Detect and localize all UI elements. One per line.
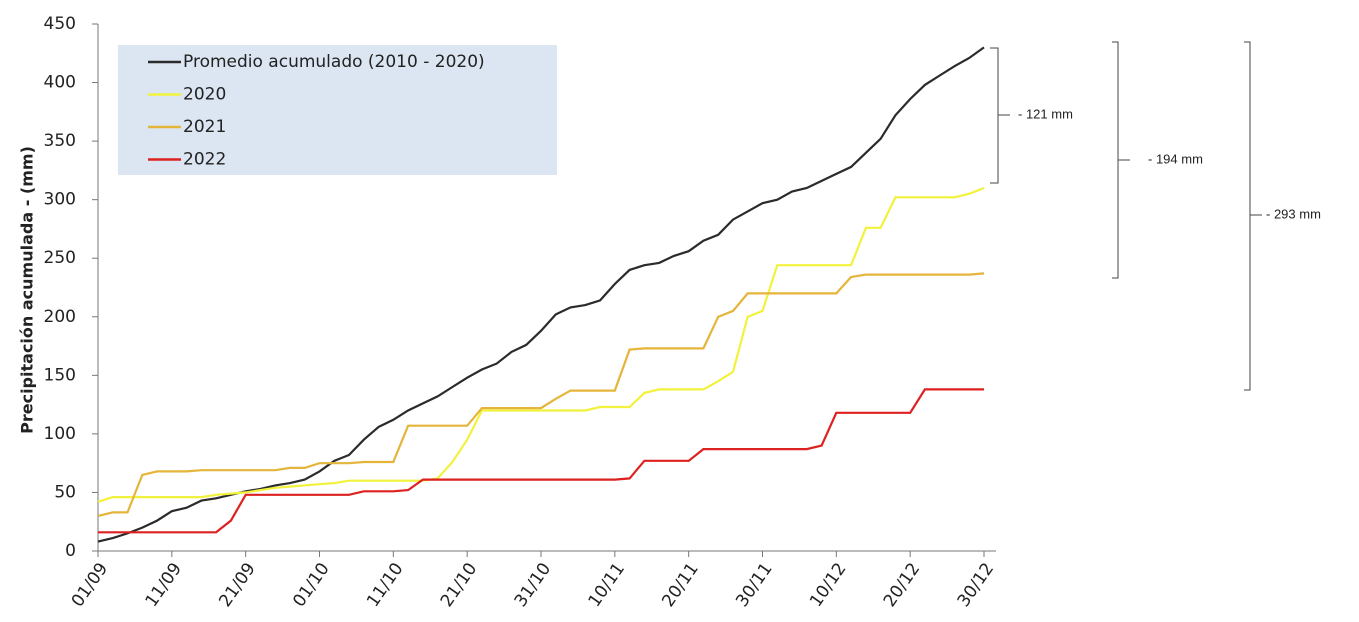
x-tick-label: 01/09 bbox=[68, 559, 112, 611]
x-tick-label: 20/12 bbox=[880, 559, 924, 611]
x-tick-label: 11/10 bbox=[363, 559, 407, 611]
y-tick-label: 400 bbox=[44, 73, 76, 93]
x-tick-label: 21/10 bbox=[437, 559, 481, 611]
x-tick-label: 01/10 bbox=[289, 559, 333, 611]
series-line bbox=[98, 388, 984, 534]
y-tick-label: 150 bbox=[44, 365, 76, 385]
y-axis-label: Precipitación acumulada - (mm) bbox=[18, 146, 37, 434]
legend-label: 2022 bbox=[183, 150, 226, 170]
x-tick-label: 30/12 bbox=[954, 559, 998, 611]
bracket bbox=[990, 47, 1010, 184]
x-tick-label: 10/12 bbox=[806, 559, 850, 611]
y-tick-label: 50 bbox=[54, 482, 76, 502]
y-tick-label: 100 bbox=[44, 424, 76, 444]
legend-label: Promedio acumulado (2010 - 2020) bbox=[183, 52, 485, 72]
y-tick-label: 200 bbox=[44, 307, 76, 327]
y-tick-label: 300 bbox=[44, 190, 76, 210]
annotation: - 194 mm bbox=[1148, 151, 1203, 166]
series-line bbox=[97, 272, 985, 517]
legend-box bbox=[118, 45, 557, 175]
series-line bbox=[97, 186, 985, 503]
x-tick-label: 20/11 bbox=[658, 559, 702, 611]
x-tick-label: 10/11 bbox=[585, 559, 629, 611]
brackets bbox=[990, 41, 1262, 391]
bracket bbox=[1244, 41, 1262, 391]
annotation: - 121 mm bbox=[1018, 106, 1073, 121]
x-tick-label: 31/10 bbox=[511, 559, 555, 611]
legend-label: 2020 bbox=[183, 85, 226, 105]
x-tick-label: 30/11 bbox=[732, 559, 776, 611]
x-tick-label: 11/09 bbox=[142, 559, 186, 611]
y-tick-label: 0 bbox=[65, 541, 76, 561]
x-tick-label: 21/09 bbox=[215, 559, 259, 611]
bracket bbox=[1112, 41, 1130, 279]
y-tick-label: 250 bbox=[44, 248, 76, 268]
y-tick-label: 350 bbox=[44, 131, 76, 151]
y-tick-label: 450 bbox=[44, 14, 76, 34]
annotation: - 293 mm bbox=[1266, 206, 1321, 221]
legend-label: 2021 bbox=[183, 117, 226, 137]
